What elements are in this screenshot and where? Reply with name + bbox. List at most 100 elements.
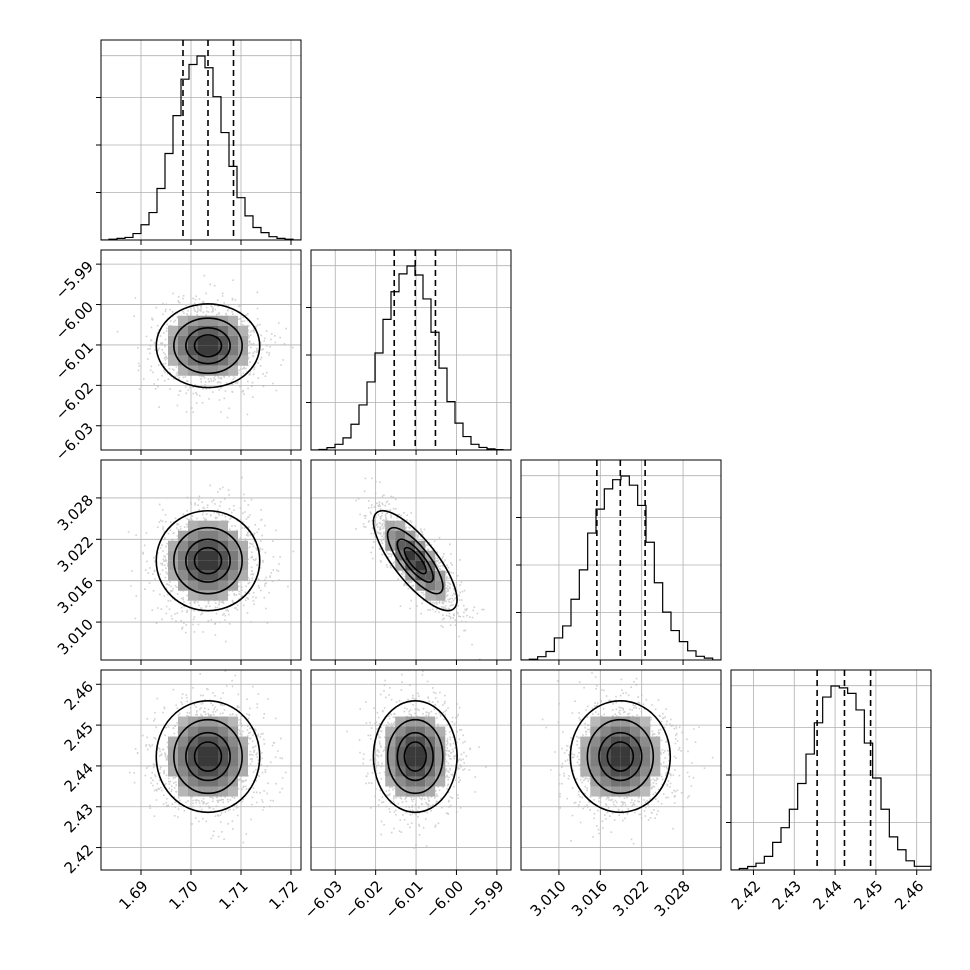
density-cell: [218, 325, 228, 336]
histogram-panel-3: [731, 670, 931, 870]
density-cell: [600, 786, 611, 797]
density-cell: [385, 746, 396, 757]
density-cell: [228, 530, 238, 541]
density-cell: [610, 726, 621, 737]
density-cell: [405, 540, 416, 551]
density-cell: [610, 776, 621, 787]
density-cell: [590, 746, 601, 757]
histogram-step-line: [311, 265, 511, 450]
density-cell: [178, 560, 188, 571]
y-tick-label: −6.00: [52, 298, 97, 343]
density-cell: [238, 756, 248, 767]
density-cell: [580, 756, 591, 767]
density-cell: [435, 776, 446, 787]
panel-frame: [100, 39, 302, 241]
contour-line: [403, 741, 427, 772]
density-cell: [405, 560, 416, 571]
density-cell: [228, 540, 238, 551]
scatter-panel-3-0: [101, 670, 301, 870]
density-cell: [405, 726, 416, 737]
density-cell: [188, 355, 198, 366]
density-cell: [610, 756, 621, 767]
x-tick-label: 2.45: [850, 877, 886, 913]
density-cell: [188, 590, 198, 601]
x-tick-label: 3.028: [651, 877, 694, 920]
density-cell: [198, 365, 208, 376]
density-cell: [630, 766, 641, 777]
density-cell: [218, 746, 228, 757]
density-cell: [385, 756, 396, 767]
x-tick-label: 2.43: [769, 877, 805, 913]
panel-frame: [520, 669, 722, 871]
density-cell: [425, 570, 436, 581]
density-cell: [610, 786, 621, 797]
y-tick-label: 3.022: [54, 533, 97, 576]
density-cell: [425, 756, 436, 767]
density-cell: [415, 570, 426, 581]
density-cell: [198, 590, 208, 601]
density-cell: [218, 766, 228, 777]
density-cell: [385, 520, 396, 531]
density-cell: [425, 786, 436, 797]
density-cell: [188, 345, 198, 356]
density-cell: [620, 716, 631, 727]
density-cell: [208, 355, 218, 366]
density-cell: [425, 766, 436, 777]
density-cell: [228, 325, 238, 336]
x-tick-label: −5.99: [462, 877, 507, 922]
density-cell: [208, 716, 218, 727]
density-cell: [395, 756, 406, 767]
density-cell: [198, 520, 208, 531]
density-cell: [238, 736, 248, 747]
density-cell: [610, 766, 621, 777]
density-cell: [188, 736, 198, 747]
contour-line: [155, 699, 261, 814]
density-cell: [168, 560, 178, 571]
density-cell: [640, 756, 651, 767]
density-cell: [178, 550, 188, 561]
density-cell: [630, 736, 641, 747]
density-cell: [228, 756, 238, 767]
density-cell: [188, 560, 198, 571]
density-cell: [218, 726, 228, 737]
density-cell: [395, 540, 406, 551]
density-cell: [425, 736, 436, 747]
density-cell: [218, 716, 228, 727]
x-tick-label: 2.44: [809, 877, 845, 913]
density-cell: [198, 560, 208, 571]
density-cell: [208, 756, 218, 767]
density-cell: [218, 590, 228, 601]
density-cell: [425, 776, 436, 787]
density-cell: [600, 736, 611, 747]
density-cell: [650, 766, 661, 777]
density-cell: [228, 746, 238, 757]
density-cell: [198, 345, 208, 356]
scatter-panel-2-1: [311, 460, 511, 660]
density-cell: [620, 776, 631, 787]
contour-line: [193, 546, 223, 575]
density-cell: [188, 325, 198, 336]
contour-line: [386, 718, 444, 795]
density-cell: [640, 746, 651, 757]
density-cell: [395, 746, 406, 757]
density-cell: [198, 540, 208, 551]
density-cell: [208, 570, 218, 581]
density-cell: [415, 756, 426, 767]
density-cell: [188, 756, 198, 767]
scatter-panel-3-2: [521, 670, 721, 870]
y-tick-label: 2.45: [61, 718, 97, 754]
density-cell: [218, 736, 228, 747]
density-cell: [238, 570, 248, 581]
density-cell: [405, 786, 416, 797]
density-cell: [620, 756, 631, 767]
density-cell: [228, 580, 238, 591]
density-cell: [178, 736, 188, 747]
density-cell: [385, 776, 396, 787]
density-cell: [218, 520, 228, 531]
density-cell: [228, 550, 238, 561]
density-cell: [650, 736, 661, 747]
density-cell: [208, 335, 218, 346]
density-cell: [600, 756, 611, 767]
density-cell: [198, 550, 208, 561]
density-cell: [178, 570, 188, 581]
